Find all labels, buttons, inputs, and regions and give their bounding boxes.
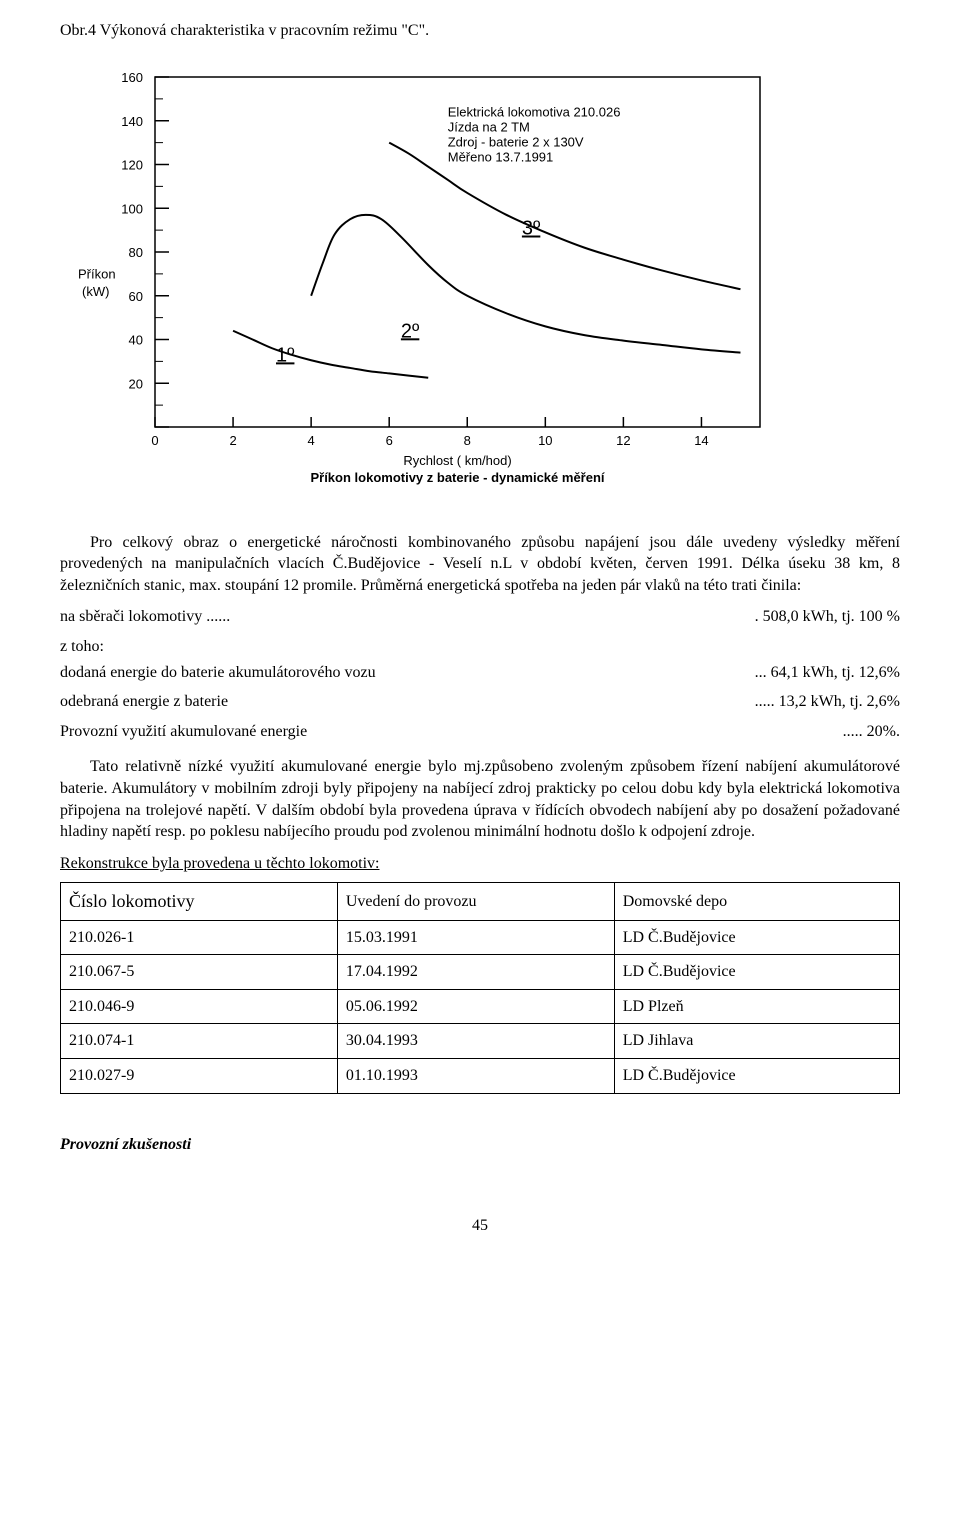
svg-text:140: 140: [121, 113, 143, 128]
col-header-number: Číslo lokomotivy: [61, 883, 338, 920]
metric-row-taken: odebraná energie z baterie ..... 13,2 kW…: [60, 691, 900, 713]
svg-text:4: 4: [308, 433, 315, 448]
table-cell: LD Č.Budějovice: [614, 1058, 899, 1093]
metric-label: Provozní využití akumulované energie: [60, 723, 307, 740]
col-header-date: Uvedení do provozu: [337, 883, 614, 920]
svg-text:40: 40: [129, 332, 143, 347]
figure-caption: Obr.4 Výkonová charakteristika v pracovn…: [60, 20, 900, 42]
table-cell: 210.027-9: [61, 1058, 338, 1093]
svg-text:Zdroj - baterie 2 x 130V: Zdroj - baterie 2 x 130V: [448, 134, 584, 149]
metric-value: . 508,0 kWh, tj. 100 %: [755, 606, 900, 628]
svg-text:14: 14: [694, 433, 708, 448]
svg-text:0: 0: [151, 433, 158, 448]
svg-text:100: 100: [121, 201, 143, 216]
paragraph-discussion: Tato relativně nízké využití akumulované…: [60, 756, 900, 842]
metric-value: ... 64,1 kWh, tj. 12,6%: [755, 662, 900, 684]
svg-text:8: 8: [464, 433, 471, 448]
svg-text:Příkon: Příkon: [78, 266, 116, 281]
svg-text:Jízda na 2 TM: Jízda na 2 TM: [448, 119, 530, 134]
metric-row-collector: na sběrači lokomotivy ...... . 508,0 kWh…: [60, 606, 900, 628]
table-cell: LD Č.Budějovice: [614, 920, 899, 955]
svg-text:1º: 1º: [276, 344, 295, 366]
metric-value: ..... 13,2 kWh, tj. 2,6%: [755, 691, 900, 713]
svg-text:10: 10: [538, 433, 552, 448]
metric-label: odebraná energie z baterie: [60, 693, 228, 710]
table-cell: 210.046-9: [61, 989, 338, 1024]
col-header-depot: Domovské depo: [614, 883, 899, 920]
paragraph-intro: Pro celkový obraz o energetické náročnos…: [60, 532, 900, 597]
svg-text:60: 60: [129, 288, 143, 303]
table-cell: 210.067-5: [61, 955, 338, 990]
svg-text:6: 6: [386, 433, 393, 448]
table-cell: 05.06.1992: [337, 989, 614, 1024]
metric-row-utilization: Provozní využití akumulované energie ...…: [60, 721, 900, 743]
metric-label: na sběrači lokomotivy ......: [60, 608, 230, 625]
svg-text:Měřeno 13.7.1991: Měřeno 13.7.1991: [448, 149, 554, 164]
table-cell: LD Jihlava: [614, 1024, 899, 1059]
svg-text:Elektrická lokomotiva 210.026: Elektrická lokomotiva 210.026: [448, 104, 621, 119]
table-row: 210.026-115.03.1991LD Č.Budějovice: [61, 920, 900, 955]
table-cell: 17.04.1992: [337, 955, 614, 990]
table-cell: LD Č.Budějovice: [614, 955, 899, 990]
locomotive-table: Číslo lokomotivy Uvedení do provozu Domo…: [60, 882, 900, 1093]
section-heading-experience: Provozní zkušenosti: [60, 1134, 900, 1156]
svg-text:Příkon lokomotivy z baterie -: Příkon lokomotivy z baterie - dynamické …: [310, 470, 604, 485]
table-cell: 01.10.1993: [337, 1058, 614, 1093]
svg-text:120: 120: [121, 157, 143, 172]
table-row: 210.046-905.06.1992LD Plzeň: [61, 989, 900, 1024]
table-cell: 210.026-1: [61, 920, 338, 955]
metric-row-supplied: dodaná energie do baterie akumulátorovéh…: [60, 662, 900, 684]
table-cell: 15.03.1991: [337, 920, 614, 955]
table-row: 210.027-901.10.1993LD Č.Budějovice: [61, 1058, 900, 1093]
svg-text:12: 12: [616, 433, 630, 448]
table-cell: LD Plzeň: [614, 989, 899, 1024]
power-chart: 20 40 60 80 100 120 140 160 0 2 4 6 8 10 12 14 Příkon (kW…: [60, 62, 780, 502]
table-header-row: Číslo lokomotivy Uvedení do provozu Domo…: [61, 883, 900, 920]
metric-label: dodaná energie do baterie akumulátorovéh…: [60, 664, 376, 681]
table-cell: 30.04.1993: [337, 1024, 614, 1059]
svg-text:Rychlost ( km/hod): Rychlost ( km/hod): [403, 453, 511, 468]
reko-heading: Rekonstrukce byla provedena u těchto lok…: [60, 853, 900, 875]
page-number: 45: [60, 1215, 900, 1237]
metric-value: ..... 20%.: [843, 721, 900, 743]
table-row: 210.067-517.04.1992LD Č.Budějovice: [61, 955, 900, 990]
svg-text:2º: 2º: [401, 320, 420, 342]
table-cell: 210.074-1: [61, 1024, 338, 1059]
ztoho-label: z toho:: [60, 636, 900, 658]
svg-text:160: 160: [121, 70, 143, 85]
svg-text:20: 20: [129, 376, 143, 391]
svg-text:3º: 3º: [522, 217, 541, 239]
svg-text:(kW): (kW): [82, 283, 109, 298]
svg-text:80: 80: [129, 245, 143, 260]
svg-text:2: 2: [229, 433, 236, 448]
table-row: 210.074-130.04.1993LD Jihlava: [61, 1024, 900, 1059]
